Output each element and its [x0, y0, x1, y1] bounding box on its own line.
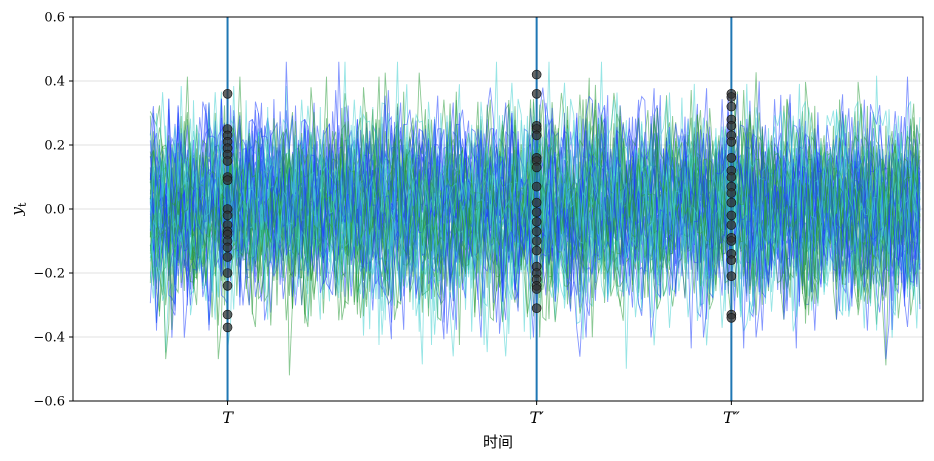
event-marker	[531, 245, 542, 256]
event-marker	[222, 242, 233, 253]
event-marker	[531, 197, 542, 208]
event-marker	[726, 172, 737, 182]
event-marker	[222, 89, 233, 99]
event-marker	[726, 137, 737, 147]
y-axis-label: yt	[8, 202, 29, 216]
event-marker	[531, 207, 542, 217]
x-axis-ticks: T T′ T″	[222, 401, 740, 427]
x-tick-label: T′	[529, 408, 544, 427]
y-tick-label: 0.0	[44, 203, 65, 218]
event-marker	[222, 309, 233, 320]
event-marker	[531, 130, 542, 141]
event-marker	[531, 226, 542, 237]
event-marker	[222, 252, 233, 262]
event-marker	[222, 156, 233, 166]
y-axis-label-subscript: t	[16, 202, 29, 207]
event-marker	[531, 69, 542, 80]
series-paths	[149, 61, 921, 376]
y-axis-ticks: 0.6 0.4 0.2 0.0 −0.2 −0.4 −0.6	[33, 11, 73, 410]
event-markers	[222, 69, 737, 333]
event-marker	[726, 220, 737, 230]
y-tick-label: −0.4	[33, 331, 65, 346]
event-marker	[531, 217, 542, 227]
x-tick-label: T″	[723, 408, 740, 427]
event-marker	[726, 312, 737, 323]
y-tick-label: 0.4	[44, 75, 65, 90]
event-marker	[726, 236, 737, 246]
event-marker	[222, 175, 233, 185]
event-marker	[531, 162, 542, 173]
event-marker	[531, 236, 542, 246]
event-marker	[531, 303, 542, 314]
y-tick-label: −0.6	[33, 395, 65, 410]
y-tick-label: 0.2	[44, 139, 65, 154]
y-tick-label: 0.6	[44, 11, 65, 26]
event-marker	[726, 92, 737, 102]
event-marker	[222, 210, 233, 221]
series-path	[149, 82, 921, 335]
event-marker	[726, 121, 737, 131]
event-marker	[726, 197, 737, 208]
y-tick-label: −0.2	[33, 267, 65, 282]
y-axis-label-main: y	[8, 206, 26, 216]
event-marker	[531, 181, 542, 192]
event-marker	[726, 255, 737, 266]
event-marker	[726, 210, 737, 221]
event-marker	[222, 268, 233, 278]
event-marker	[531, 284, 542, 294]
event-marker	[726, 271, 737, 282]
x-tick-label: T	[222, 408, 234, 427]
event-marker	[222, 280, 233, 291]
event-marker	[726, 101, 737, 112]
event-marker	[222, 322, 233, 333]
event-marker	[726, 153, 737, 163]
event-marker	[726, 188, 737, 198]
x-axis-label: 时间	[483, 433, 513, 451]
event-marker	[531, 89, 542, 99]
